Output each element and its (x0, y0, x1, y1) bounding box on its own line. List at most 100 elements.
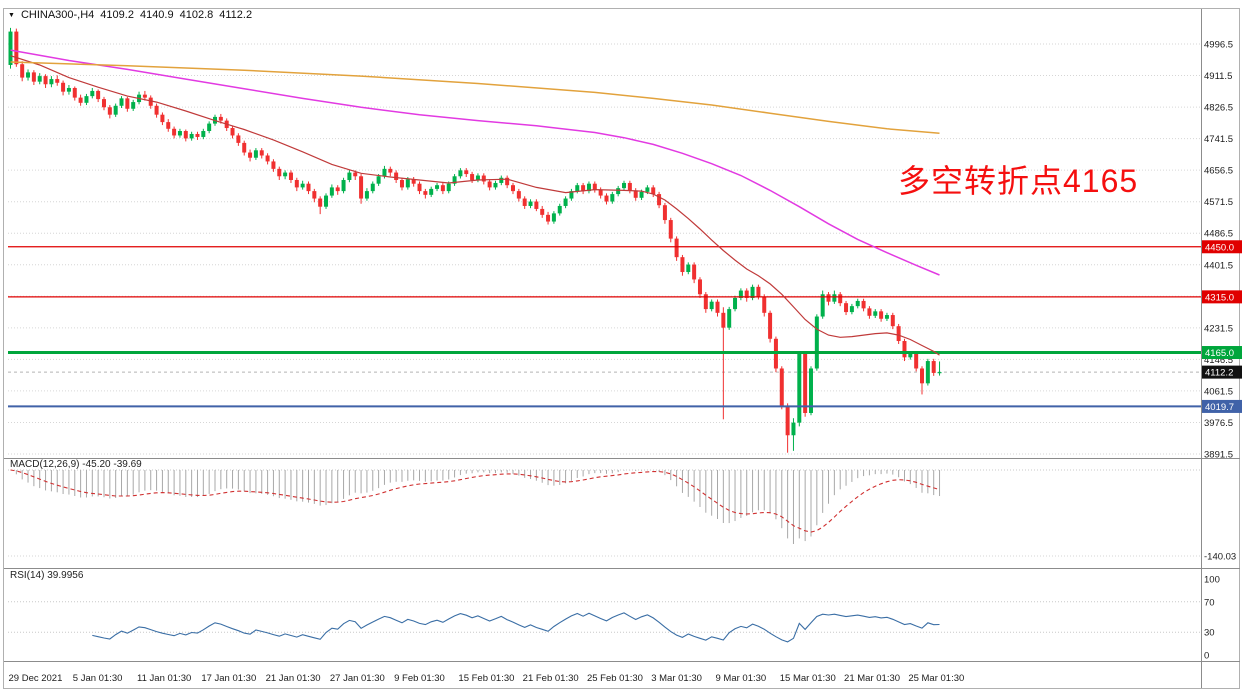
price-axis[interactable] (1202, 9, 1243, 661)
candle-body (563, 198, 568, 206)
candle-body (142, 94, 147, 98)
candle-body (569, 191, 574, 199)
candle-body (902, 341, 907, 358)
candle-body (768, 312, 773, 339)
annotation-text: 多空转折点4165 (898, 163, 1139, 199)
candle-body (207, 123, 212, 132)
candle-body (838, 294, 843, 304)
ma-slow-orange-line (10, 61, 940, 134)
candle-body (510, 185, 515, 192)
candle-body (435, 185, 440, 189)
candle-body (66, 87, 71, 92)
candle-body (259, 150, 264, 156)
candle-body (353, 172, 358, 177)
candle-body (651, 187, 656, 195)
candle-body (586, 183, 591, 192)
time-axis[interactable] (4, 662, 1200, 688)
candle-body (172, 128, 177, 136)
date-tick-label: 11 Jan 01:30 (137, 673, 191, 684)
candle-body (639, 191, 644, 198)
candle-body (148, 97, 153, 106)
candle-body (195, 133, 200, 137)
candle-body (417, 183, 422, 192)
price-badge (1202, 240, 1242, 254)
candle-body (896, 326, 901, 342)
candle-body (72, 87, 77, 98)
candle-body (534, 201, 539, 209)
candle-body (429, 188, 434, 195)
candle-body (265, 155, 270, 162)
price-tick-label: 3891.5 (1204, 449, 1233, 460)
candle-body (49, 79, 54, 85)
candle-body (306, 183, 311, 192)
candle-body (312, 191, 317, 199)
rsi-line (92, 612, 940, 643)
candle-body (733, 297, 738, 310)
candle-body (686, 264, 691, 273)
ma-mid-magenta-line (10, 49, 940, 276)
candle-body (873, 311, 878, 316)
candle-body (131, 102, 136, 109)
candle-body (674, 238, 679, 258)
date-tick-label: 17 Jan 01:30 (201, 673, 256, 684)
chart-menu-icon[interactable]: ▼ (8, 11, 15, 19)
candle-body (458, 170, 463, 177)
candle-body (528, 201, 533, 206)
candle-body (423, 191, 428, 195)
candle-body (376, 176, 381, 184)
date-tick-label: 27 Jan 01:30 (330, 673, 385, 684)
candle-body (914, 353, 919, 369)
candle-body (300, 183, 305, 188)
candle-body (294, 179, 299, 188)
window-border (3, 8, 1240, 689)
candle-body (382, 168, 387, 177)
candle-body (26, 72, 31, 78)
candle-body (937, 372, 942, 374)
symbol-period-label: CHINA300-,H4 (20, 9, 95, 21)
candle-body (598, 189, 603, 196)
candle-body (680, 257, 685, 273)
price-badge (1202, 399, 1242, 413)
candle-body (394, 172, 399, 180)
candle-body (183, 131, 188, 139)
candle-body (610, 194, 615, 202)
price-badge (1202, 365, 1242, 379)
price-tick-label: 4656.5 (1204, 166, 1233, 177)
price-tick-label: 4911.5 (1204, 71, 1232, 82)
candle-body (762, 296, 767, 313)
candle-body (230, 128, 235, 136)
price-badge-label: 4112.2 (1205, 368, 1233, 379)
price-badge-label: 4165.0 (1205, 348, 1234, 359)
candle-body (779, 368, 784, 406)
candle-body (867, 308, 872, 316)
price-badge-label: 4450.0 (1205, 242, 1234, 253)
candle-body (627, 182, 632, 191)
date-tick-label: 21 Mar 01:30 (844, 673, 900, 684)
date-tick-label: 21 Feb 01:30 (523, 673, 579, 684)
candle-body (470, 174, 475, 180)
candle-body (540, 208, 545, 215)
candle-body (61, 82, 66, 92)
ma-fast-red-line (10, 55, 940, 356)
candle-body (931, 361, 936, 373)
candle-body (475, 175, 480, 180)
candle-body (861, 300, 866, 309)
candle-body (832, 294, 837, 302)
candle-body (797, 353, 802, 423)
date-tick-label: 15 Mar 01:30 (780, 673, 836, 684)
candle-body (908, 353, 913, 358)
candle-body (662, 205, 667, 221)
candle-body (8, 31, 13, 65)
candle-body (160, 114, 165, 123)
candle-body (727, 309, 732, 328)
date-tick-label: 21 Jan 01:30 (266, 673, 321, 684)
candle-body (715, 301, 720, 313)
date-tick-label: 25 Mar 01:30 (908, 673, 964, 684)
candle-body (581, 185, 586, 192)
rsi-axis-label: 30 (1204, 628, 1215, 639)
candle-body (335, 187, 340, 192)
price-badge-label: 4315.0 (1205, 292, 1234, 303)
candle-body (803, 353, 808, 413)
